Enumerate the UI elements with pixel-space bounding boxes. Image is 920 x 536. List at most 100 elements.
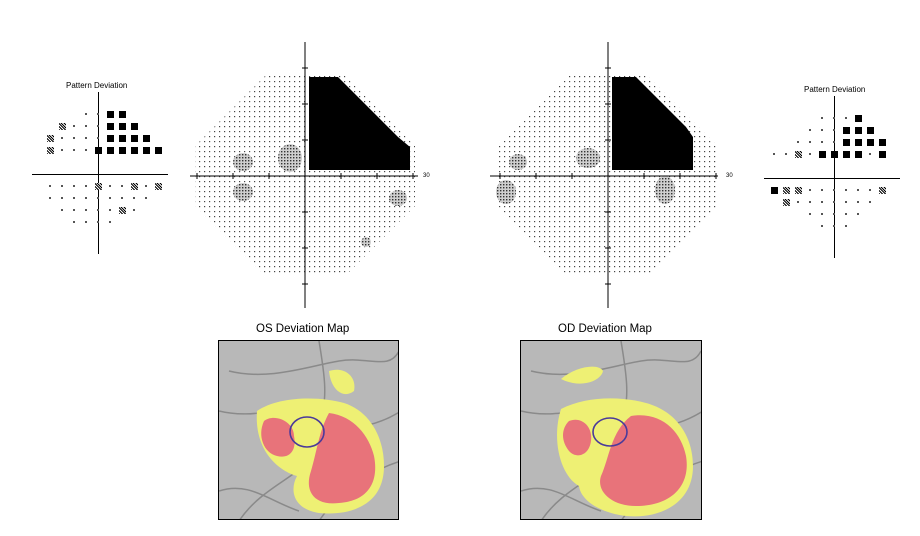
left-pd-black-square	[107, 147, 114, 154]
right-pd-dot	[845, 225, 847, 227]
os-deviation-map	[218, 340, 399, 520]
left-pd-black-square	[143, 147, 150, 154]
right-pd-black-square	[867, 139, 874, 146]
left-pd-dot	[121, 197, 123, 199]
left-pd-dot	[97, 113, 99, 115]
os-deviation-map-title: OS Deviation Map	[256, 323, 350, 335]
left-pd-vertical-axis	[98, 92, 99, 254]
left-field-gray-defect	[233, 183, 253, 201]
left-field-gray-defect	[278, 144, 302, 172]
od-abnormal-region	[563, 419, 592, 456]
left-pd-dot	[85, 221, 87, 223]
left-pd-hatched-symbol	[155, 183, 162, 190]
left-pd-dot	[85, 209, 87, 211]
left-pd-dot	[121, 185, 123, 187]
left-pd-hatched-symbol	[119, 207, 126, 214]
right-pd-hatched-symbol	[879, 187, 886, 194]
right-pd-dot	[797, 141, 799, 143]
right-pd-dot	[809, 213, 811, 215]
right-pd-black-square	[879, 151, 886, 158]
od-deviation-map	[520, 340, 702, 520]
left-pd-dot	[61, 149, 63, 151]
right-pd-dot	[821, 117, 823, 119]
left-pd-dot	[73, 197, 75, 199]
right-pd-dot	[809, 141, 811, 143]
left-pd-dot	[85, 137, 87, 139]
right-pd-dot	[797, 201, 799, 203]
od-vessel	[521, 487, 602, 512]
right-pattern-deviation-title: Pattern Deviation	[804, 85, 866, 94]
left-pd-hatched-symbol	[47, 147, 54, 154]
right-pd-hatched-symbol	[795, 187, 802, 194]
right-pd-black-square	[879, 139, 886, 146]
right-pd-dot	[809, 189, 811, 191]
left-pd-dot	[109, 197, 111, 199]
left-pd-dot	[85, 125, 87, 127]
left-pd-dot	[85, 197, 87, 199]
right-pd-dot	[869, 201, 871, 203]
left-pd-dot	[85, 113, 87, 115]
left-pd-black-square	[155, 147, 162, 154]
right-pd-black-square	[867, 127, 874, 134]
od-abnormal-region	[600, 415, 687, 506]
right-field-scale-label: 30	[726, 173, 733, 179]
left-pd-hatched-symbol	[131, 183, 138, 190]
left-pattern-deviation: Pattern Deviation	[30, 78, 170, 258]
left-pd-dot	[73, 149, 75, 151]
left-pd-dot	[85, 149, 87, 151]
right-pd-dot	[857, 189, 859, 191]
left-pd-dot	[73, 221, 75, 223]
os-vessel	[219, 487, 300, 512]
os-vessel	[228, 351, 398, 376]
left-pd-dot	[97, 197, 99, 199]
right-field-gray-defect	[655, 176, 675, 204]
right-pd-black-square	[843, 139, 850, 146]
left-pd-dot	[61, 185, 63, 187]
right-field-dense-defect	[612, 77, 693, 170]
left-pd-dot	[109, 221, 111, 223]
right-field-gray-defect	[509, 154, 527, 170]
right-pd-dot	[833, 129, 835, 131]
right-pd-dot	[845, 213, 847, 215]
right-pd-dot	[833, 225, 835, 227]
right-pd-black-square	[843, 151, 850, 158]
right-field-gray-defect	[496, 180, 516, 204]
right-pd-dot	[821, 141, 823, 143]
left-pd-dot	[73, 209, 75, 211]
right-pd-dot	[833, 117, 835, 119]
right-pd-black-square	[855, 115, 862, 122]
right-pd-dot	[833, 213, 835, 215]
left-pd-hatched-symbol	[59, 123, 66, 130]
right-pd-dot	[821, 213, 823, 215]
left-pd-dot	[61, 197, 63, 199]
left-pd-black-square	[131, 123, 138, 130]
right-pd-black-square	[831, 151, 838, 158]
left-pd-dot	[133, 209, 135, 211]
right-pd-black-square	[843, 127, 850, 134]
right-pd-dot	[773, 153, 775, 155]
left-pd-black-square	[119, 147, 126, 154]
left-pd-black-square	[107, 111, 114, 118]
left-field-gray-defect	[361, 237, 371, 247]
left-pd-dot	[109, 185, 111, 187]
os-retina-image	[219, 341, 398, 519]
od-optic-disc-outline	[592, 417, 628, 447]
left-pd-black-square	[131, 147, 138, 154]
left-pd-dot	[109, 209, 111, 211]
left-pd-black-square	[107, 123, 114, 130]
left-pattern-deviation-title: Pattern Deviation	[66, 81, 128, 90]
left-pd-dot	[85, 185, 87, 187]
left-pd-black-square	[119, 135, 126, 142]
right-pd-dot	[869, 153, 871, 155]
left-pd-black-square	[131, 135, 138, 142]
right-pd-dot	[857, 201, 859, 203]
right-pd-black-square	[771, 187, 778, 194]
right-pd-dot	[785, 153, 787, 155]
right-pd-dot	[845, 189, 847, 191]
left-pd-dot	[49, 185, 51, 187]
left-field-graphic	[190, 42, 418, 308]
left-pd-dot	[73, 125, 75, 127]
os-abnormal-region	[308, 413, 376, 504]
right-pd-black-square	[855, 127, 862, 134]
od-vessel	[530, 350, 701, 376]
